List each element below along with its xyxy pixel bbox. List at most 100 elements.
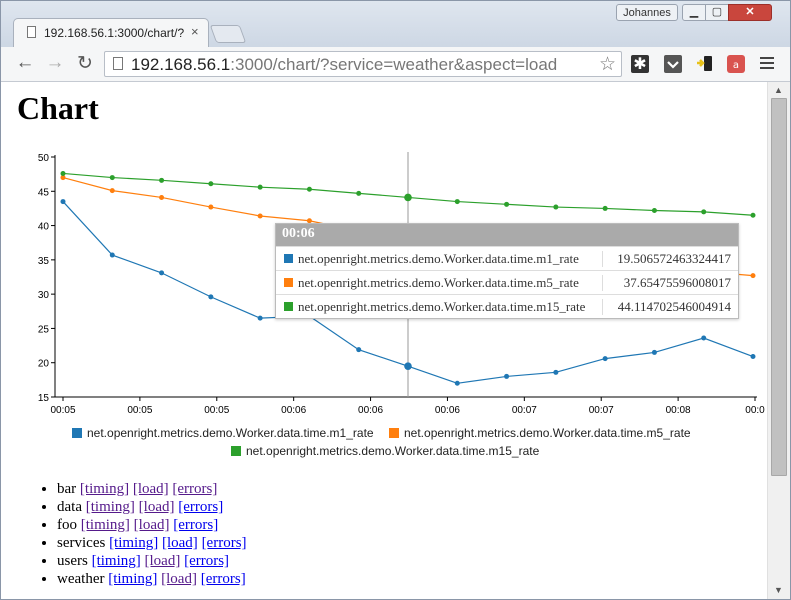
legend-swatch bbox=[72, 428, 82, 438]
data-point bbox=[208, 294, 214, 300]
load-link[interactable]: [load] bbox=[161, 571, 197, 587]
maximize-button[interactable]: ▢ bbox=[705, 4, 729, 21]
scrollbar-thumb[interactable] bbox=[771, 98, 787, 476]
list-item: data [timing] [load] [errors] bbox=[57, 498, 247, 516]
list-item: foo [timing] [load] [errors] bbox=[57, 516, 247, 534]
x-tick-label: 00:05 bbox=[50, 405, 75, 416]
x-tick-label: 00:07 bbox=[512, 405, 537, 416]
data-point bbox=[404, 362, 412, 370]
errors-link[interactable]: [errors] bbox=[184, 553, 230, 569]
tooltip-series-name: net.openright.metrics.demo.Worker.data.t… bbox=[298, 275, 579, 290]
data-point bbox=[750, 212, 756, 218]
y-tick-label: 30 bbox=[38, 290, 50, 301]
list-item: bar [timing] [load] [errors] bbox=[57, 480, 247, 498]
load-link[interactable]: [load] bbox=[132, 481, 169, 497]
errors-link[interactable]: [errors] bbox=[200, 571, 246, 587]
chart-tooltip: 00:06 net.openright.metrics.demo.Worker.… bbox=[275, 223, 739, 319]
errors-link[interactable]: [errors] bbox=[201, 535, 247, 551]
menu-icon[interactable] bbox=[760, 54, 774, 72]
close-window-button[interactable]: ✕ bbox=[728, 4, 772, 21]
list-item: weather [timing] [load] [errors] bbox=[57, 570, 247, 588]
x-tick-label: 00:06 bbox=[281, 405, 306, 416]
new-tab-button[interactable] bbox=[209, 25, 247, 43]
tooltip-swatch bbox=[284, 302, 293, 311]
bookmark-star-icon[interactable]: ☆ bbox=[599, 54, 617, 75]
legend-item-m5[interactable]: net.openright.metrics.demo.Worker.data.t… bbox=[389, 426, 691, 440]
data-point bbox=[602, 356, 608, 362]
data-point bbox=[701, 335, 707, 341]
list-item: services [timing] [load] [errors] bbox=[57, 534, 247, 552]
y-tick-label: 25 bbox=[38, 324, 50, 335]
data-point bbox=[553, 204, 559, 210]
data-point bbox=[553, 369, 559, 375]
asterisk-icon[interactable]: ✱ bbox=[631, 54, 649, 73]
errors-link[interactable]: [errors] bbox=[178, 499, 224, 515]
forward-icon[interactable]: → bbox=[45, 52, 65, 73]
legend-item-m15[interactable]: net.openright.metrics.demo.Worker.data.t… bbox=[231, 444, 539, 458]
data-point bbox=[208, 181, 214, 187]
load-link[interactable]: [load] bbox=[133, 517, 170, 533]
x-tick-label: 00:06 bbox=[435, 405, 460, 416]
vertical-scrollbar[interactable]: ▲ ▼ bbox=[767, 82, 790, 599]
data-point bbox=[208, 204, 214, 210]
data-point bbox=[504, 201, 510, 207]
tooltip-row: net.openright.metrics.demo.Worker.data.t… bbox=[276, 270, 738, 294]
timing-link[interactable]: [timing] bbox=[85, 499, 135, 515]
x-tick-label: 00:08 bbox=[666, 405, 691, 416]
tooltip-header: 00:06 bbox=[276, 224, 738, 246]
reload-icon[interactable]: ↻ bbox=[77, 53, 93, 74]
minimize-button[interactable]: ▁ bbox=[682, 4, 706, 21]
timing-link[interactable]: [timing] bbox=[109, 535, 159, 551]
svg-text:✱: ✱ bbox=[633, 55, 646, 73]
close-tab-icon[interactable]: × bbox=[191, 24, 199, 39]
page-icon bbox=[113, 57, 123, 70]
y-tick-label: 45 bbox=[38, 187, 50, 198]
data-point bbox=[651, 349, 657, 355]
data-point bbox=[109, 188, 115, 194]
y-tick-label: 35 bbox=[38, 256, 50, 267]
browser-tab[interactable]: 192.168.56.1:3000/chart/? × bbox=[13, 18, 209, 47]
timing-link[interactable]: [timing] bbox=[91, 553, 141, 569]
data-point bbox=[257, 315, 263, 321]
tooltip-value: 44.114702546004914 bbox=[602, 299, 731, 315]
data-point bbox=[60, 170, 66, 176]
back-icon[interactable]: ← bbox=[15, 52, 35, 73]
tooltip-series-name: net.openright.metrics.demo.Worker.data.t… bbox=[298, 251, 579, 266]
timing-link[interactable]: [timing] bbox=[79, 481, 130, 497]
data-point bbox=[159, 177, 165, 183]
legend-item-m1[interactable]: net.openright.metrics.demo.Worker.data.t… bbox=[72, 426, 374, 440]
scroll-up-icon[interactable]: ▲ bbox=[774, 85, 783, 95]
load-link[interactable]: [load] bbox=[161, 535, 198, 551]
page-icon bbox=[27, 26, 36, 38]
lastpass-icon[interactable]: a bbox=[727, 55, 745, 73]
load-link[interactable]: [load] bbox=[144, 553, 181, 569]
scroll-down-icon[interactable]: ▼ bbox=[774, 585, 783, 595]
y-tick-label: 20 bbox=[38, 359, 50, 370]
x-tick-label: 00:0 bbox=[745, 405, 765, 416]
tooltip-swatch bbox=[284, 254, 293, 263]
phone-arrow-icon[interactable] bbox=[696, 55, 714, 73]
data-point bbox=[504, 373, 510, 379]
timing-link[interactable]: [timing] bbox=[80, 517, 130, 533]
x-tick-label: 00:07 bbox=[589, 405, 614, 416]
data-point bbox=[60, 175, 66, 181]
data-point bbox=[750, 273, 756, 279]
page-title: Chart bbox=[17, 90, 99, 126]
errors-link[interactable]: [errors] bbox=[173, 517, 219, 533]
address-bar[interactable]: 192.168.56.1:3000/chart/?service=weather… bbox=[104, 51, 622, 77]
y-tick-label: 15 bbox=[38, 393, 50, 404]
data-point bbox=[257, 213, 263, 219]
data-point bbox=[109, 252, 115, 258]
tooltip-swatch bbox=[284, 278, 293, 287]
timing-link[interactable]: [timing] bbox=[108, 571, 158, 587]
data-point bbox=[159, 194, 165, 200]
pocket-icon[interactable] bbox=[664, 55, 682, 73]
user-profile-button[interactable]: Johannes bbox=[616, 4, 678, 21]
load-link[interactable]: [load] bbox=[138, 499, 175, 515]
errors-link[interactable]: [errors] bbox=[172, 481, 218, 497]
x-tick-label: 00:06 bbox=[358, 405, 383, 416]
data-point bbox=[356, 190, 362, 196]
data-point bbox=[109, 175, 115, 181]
